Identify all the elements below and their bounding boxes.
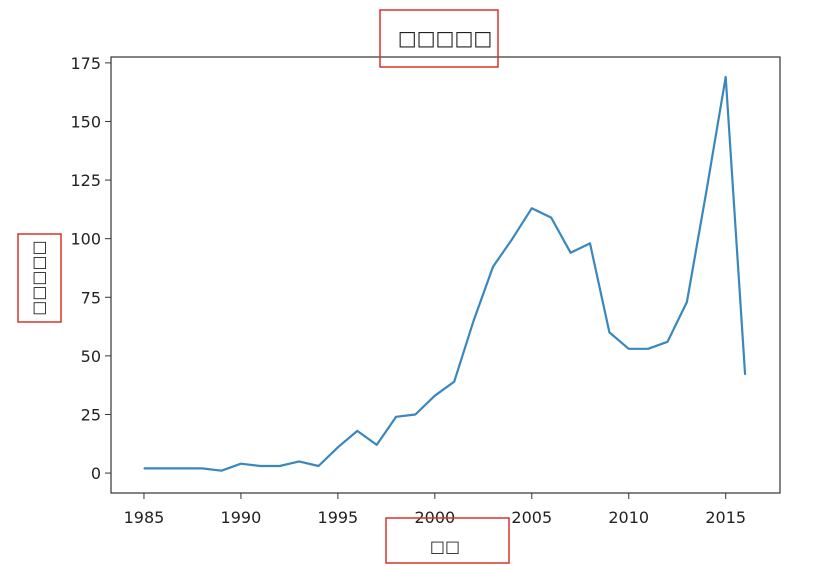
y-tick-label: 50 bbox=[81, 347, 101, 366]
data-point bbox=[279, 465, 281, 467]
data-points bbox=[143, 76, 746, 472]
title-highlight-box bbox=[379, 9, 499, 68]
y-tick-label: 175 bbox=[70, 54, 101, 73]
data-point bbox=[569, 252, 572, 254]
y-tick-label: 25 bbox=[81, 405, 101, 424]
data-point bbox=[220, 470, 223, 472]
data-point bbox=[550, 216, 552, 219]
data-point bbox=[298, 460, 300, 462]
data-point bbox=[434, 395, 436, 397]
data-point bbox=[531, 207, 533, 209]
series-line bbox=[144, 75, 747, 472]
data-point bbox=[356, 430, 358, 432]
data-point bbox=[589, 242, 591, 244]
x-tick-label: 2010 bbox=[608, 508, 649, 527]
x-axis-label: □□ bbox=[430, 537, 460, 556]
x-tick-label: 2005 bbox=[511, 508, 552, 527]
x-tick-label: 1985 bbox=[124, 508, 165, 527]
plot-frame bbox=[110, 56, 781, 494]
data-point bbox=[453, 381, 455, 383]
x-tick-label: 1995 bbox=[318, 508, 359, 527]
y-tick-label: 0 bbox=[91, 464, 101, 483]
data-point bbox=[162, 467, 164, 469]
y-tick-label: 75 bbox=[81, 288, 101, 307]
data-point bbox=[647, 348, 649, 350]
data-point bbox=[182, 467, 184, 469]
data-point bbox=[201, 467, 203, 469]
data-point bbox=[317, 465, 320, 467]
data-point bbox=[511, 238, 513, 240]
chart-title: □□□□□ bbox=[398, 26, 492, 50]
data-point bbox=[608, 331, 610, 334]
data-point bbox=[259, 465, 261, 467]
data-point bbox=[666, 341, 669, 343]
ylabel-highlight-box bbox=[17, 233, 62, 323]
data-point bbox=[376, 444, 378, 446]
x-tick-label: 1990 bbox=[221, 508, 262, 527]
data-point bbox=[686, 301, 688, 303]
y-axis-label: □□□□□ bbox=[29, 240, 48, 316]
y-axis: 0 25 50 75 100 125 150 175 bbox=[70, 54, 111, 483]
data-point bbox=[240, 463, 242, 465]
data-point bbox=[628, 348, 630, 350]
data-point bbox=[744, 374, 746, 376]
x-tick-label: 2015 bbox=[705, 508, 746, 527]
y-tick-label: 100 bbox=[70, 230, 101, 249]
xlabel-highlight-box bbox=[385, 517, 510, 564]
data-point bbox=[492, 266, 494, 268]
data-point bbox=[143, 467, 145, 469]
data-point bbox=[414, 413, 417, 416]
y-tick-label: 150 bbox=[70, 112, 101, 131]
y-tick-label: 125 bbox=[70, 171, 101, 190]
x-axis: 1985 1990 1995 2000 2005 2010 2015 bbox=[124, 493, 746, 527]
data-point bbox=[395, 416, 397, 418]
data-point bbox=[725, 76, 727, 78]
data-point bbox=[337, 446, 339, 448]
data-point bbox=[705, 191, 707, 193]
data-point bbox=[473, 320, 475, 322]
